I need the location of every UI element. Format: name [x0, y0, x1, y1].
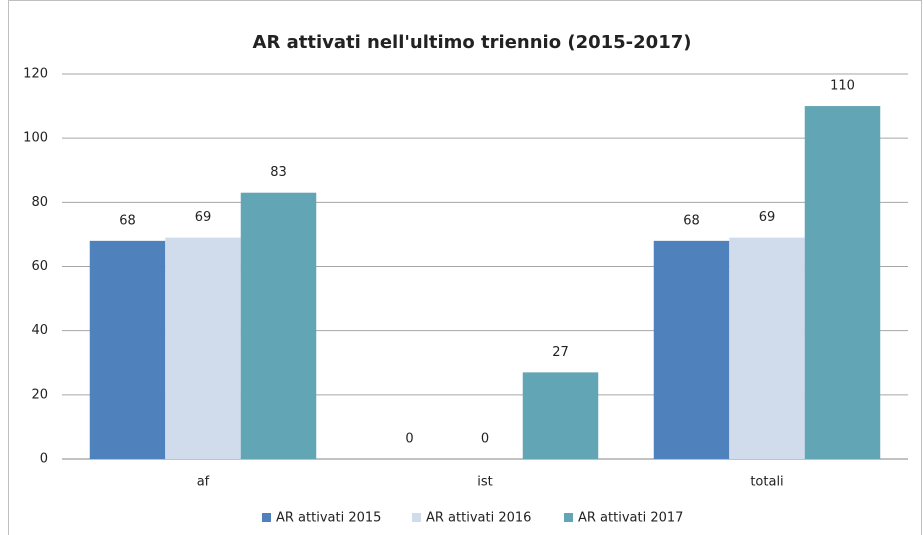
data-label: 69 — [195, 210, 212, 225]
y-tick-label: 20 — [31, 387, 48, 402]
bar — [653, 240, 730, 459]
bar — [165, 237, 241, 459]
legend-swatch — [262, 513, 271, 522]
data-label: 68 — [683, 213, 700, 228]
chart-title: AR attivati nell'ultimo triennio (2015-2… — [253, 32, 692, 53]
bar — [89, 240, 166, 459]
bar — [729, 237, 805, 459]
data-label: 83 — [270, 165, 287, 180]
data-label: 0 — [481, 432, 489, 447]
y-tick-label: 120 — [23, 67, 48, 82]
y-tick-label: 100 — [23, 131, 48, 146]
y-tick-label: 40 — [31, 323, 48, 338]
y-tick-label: 80 — [31, 195, 48, 210]
x-tick-label: af — [197, 475, 210, 490]
data-label: 110 — [830, 79, 855, 94]
y-tick-label: 0 — [40, 452, 48, 467]
x-tick-label: ist — [477, 475, 492, 490]
bar — [804, 106, 881, 459]
legend-label: AR attivati 2015 — [276, 511, 381, 526]
legend-label: AR attivati 2017 — [578, 511, 683, 526]
legend-label: AR attivati 2016 — [426, 511, 531, 526]
legend-swatch — [412, 513, 421, 522]
data-label: 68 — [119, 213, 136, 228]
bar — [522, 372, 599, 459]
legend-swatch — [564, 513, 573, 522]
y-tick-label: 60 — [31, 259, 48, 274]
data-label: 27 — [552, 345, 569, 360]
data-label: 0 — [405, 432, 413, 447]
x-tick-label: totali — [750, 475, 783, 490]
bar — [240, 192, 317, 460]
data-label: 69 — [759, 210, 776, 225]
